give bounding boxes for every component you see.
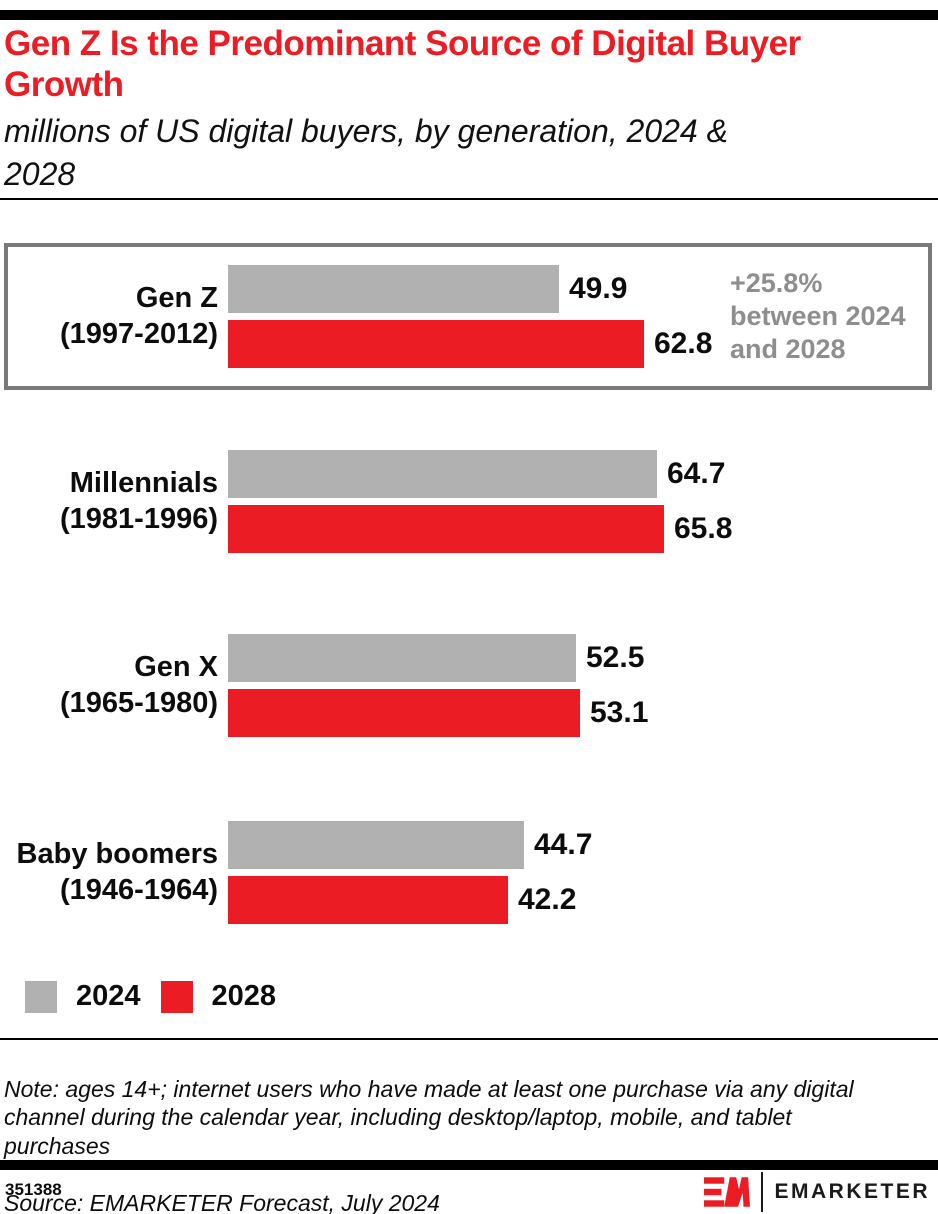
category-name: Gen X	[134, 650, 218, 683]
bar-2024	[228, 265, 559, 313]
note-text: Note: ages 14+; internet users who have …	[4, 1075, 854, 1159]
bar-2028	[228, 876, 508, 924]
divider-top	[0, 198, 938, 200]
category-label: Millennials (1981-1996)	[0, 450, 218, 553]
footnote-block: Note: ages 14+; internet users who have …	[4, 1046, 934, 1214]
bar-value-2024: 49.9	[569, 272, 628, 305]
category-name: Millennials	[69, 466, 218, 499]
legend-item-2024: 2024	[25, 980, 141, 1013]
bar-value-2024: 64.7	[667, 457, 726, 490]
footer-accent-bar	[0, 1160, 938, 1170]
category-years: (1981-1996)	[60, 502, 218, 535]
emarketer-logo-icon	[704, 1177, 751, 1207]
bar-value-2028: 42.2	[518, 883, 577, 916]
bar-group-millennials: Millennials (1981-1996) 64.7 65.8	[0, 450, 938, 553]
legend-label-2024: 2024	[76, 980, 141, 1012]
bar-value-2024: 52.5	[586, 641, 645, 674]
logo-divider	[761, 1172, 764, 1212]
bar-value-2024: 44.7	[534, 828, 593, 861]
chart-legend: 2024 2028	[25, 980, 276, 1013]
growth-annotation: +25.8% between 2024 and 2028	[730, 268, 906, 364]
genz-highlight-box	[4, 243, 932, 390]
bar-2024	[228, 634, 576, 682]
legend-swatch-2024	[25, 980, 57, 1013]
emarketer-logo: EMARKETER	[704, 1172, 930, 1212]
bar-group-baby-boomers: Baby boomers (1946-1964) 44.7 42.2	[0, 821, 938, 924]
legend-label-2028: 2028	[211, 980, 277, 1012]
category-years: (1946-1964)	[60, 873, 218, 906]
bar-value-2028: 53.1	[590, 696, 649, 729]
legend-item-2028: 2028	[160, 980, 277, 1013]
bar-2028	[228, 320, 644, 368]
bar-value-2028: 65.8	[674, 512, 733, 545]
divider-bottom	[0, 1038, 938, 1040]
bar-2028	[228, 505, 664, 553]
bar-2028	[228, 689, 580, 737]
page-title: Gen Z Is the Predominant Source of Digit…	[4, 24, 801, 104]
chart-subtitle: millions of US digital buyers, by genera…	[4, 113, 728, 192]
category-name: Gen Z	[135, 281, 218, 314]
bar-group-gen-x: Gen X (1965-1980) 52.5 53.1	[0, 634, 938, 737]
top-accent-bar	[0, 10, 938, 20]
category-name: Baby boomers	[16, 837, 218, 870]
category-label: Gen X (1965-1980)	[0, 634, 218, 737]
bar-2024	[228, 450, 657, 498]
bar-value-2028: 62.8	[654, 327, 713, 360]
category-years: (1997-2012)	[60, 317, 218, 350]
brand-name: EMARKETER	[774, 1180, 930, 1203]
chart-id: 351388	[5, 1180, 62, 1199]
legend-swatch-2028	[160, 980, 193, 1013]
category-label: Baby boomers (1946-1964)	[0, 821, 218, 924]
category-label: Gen Z (1997-2012)	[0, 265, 218, 368]
bar-2024	[228, 821, 524, 869]
bar-group-gen-z: Gen Z (1997-2012) 49.9 62.8 +25.8% betwe…	[0, 265, 938, 368]
source-text: Source: EMARKETER Forecast, July 2024	[4, 1189, 440, 1214]
category-years: (1965-1980)	[60, 686, 218, 719]
